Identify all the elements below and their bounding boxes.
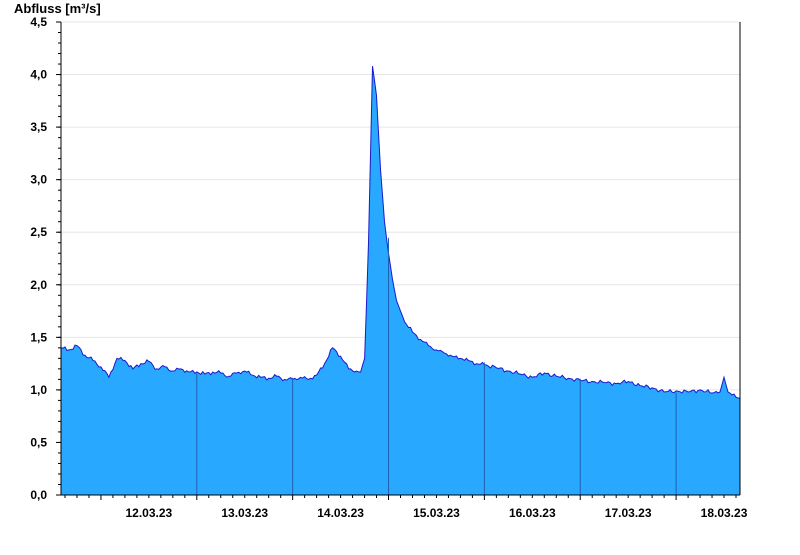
y-tick-label: 1,0	[30, 383, 47, 397]
discharge-area	[61, 66, 740, 495]
y-tick-label: 0,5	[30, 435, 47, 449]
y-tick-label: 3,0	[30, 173, 47, 187]
y-tick-label: 4,5	[30, 15, 47, 29]
y-tick-label: 2,5	[30, 225, 47, 239]
data-area	[60, 66, 741, 495]
y-tick-label: 0,0	[30, 488, 47, 502]
x-tick-label: 18.03.23	[701, 506, 748, 520]
y-tick-label: 1,5	[30, 330, 47, 344]
discharge-line	[60, 66, 741, 399]
x-tick-label: 13.03.23	[221, 506, 268, 520]
x-tick-label: 14.03.23	[317, 506, 364, 520]
x-tick-label: 12.03.23	[126, 506, 173, 520]
x-tick-label: 17.03.23	[605, 506, 652, 520]
y-tick-label: 3,5	[30, 120, 47, 134]
y-tick-label: 4,0	[30, 68, 47, 82]
y-axis-label: Abfluss [m³/s]	[14, 1, 101, 16]
x-tick-label: 15.03.23	[413, 506, 460, 520]
x-tick-label: 16.03.23	[509, 506, 556, 520]
x-ticks: 12.03.23 13.03.23 14.03.23 15.03.23 16.03.23…	[64, 495, 748, 520]
y-tick-label: 2,0	[30, 278, 47, 292]
day-dividers	[196, 237, 677, 495]
y-ticks: 0,0 0,5 1,0 1,5 2,0 2,5 3,0 3,5 4,0 4,5	[30, 15, 61, 502]
